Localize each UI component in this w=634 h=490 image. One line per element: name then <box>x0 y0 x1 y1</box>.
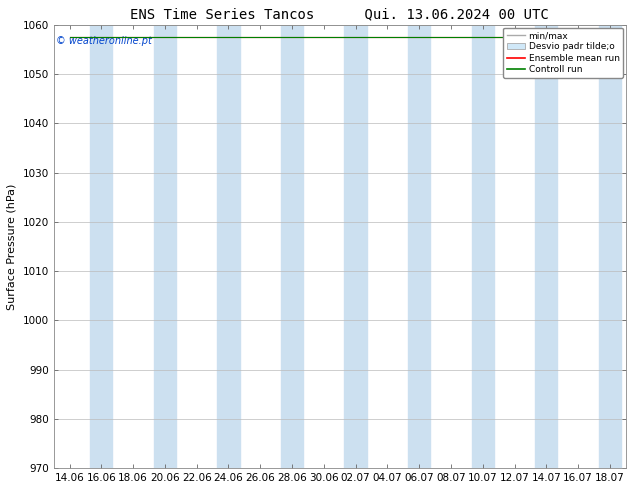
Bar <box>344 25 366 468</box>
Bar <box>154 25 176 468</box>
Bar <box>90 25 112 468</box>
Y-axis label: Surface Pressure (hPa): Surface Pressure (hPa) <box>7 183 17 310</box>
Bar <box>598 25 621 468</box>
Text: © weatheronline.pt: © weatheronline.pt <box>56 36 152 46</box>
Bar <box>408 25 430 468</box>
Bar <box>281 25 303 468</box>
Bar <box>472 25 494 468</box>
Bar <box>535 25 557 468</box>
Legend: min/max, Desvio padr tilde;o, Ensemble mean run, Controll run: min/max, Desvio padr tilde;o, Ensemble m… <box>503 27 623 77</box>
Title: ENS Time Series Tancos      Qui. 13.06.2024 00 UTC: ENS Time Series Tancos Qui. 13.06.2024 0… <box>131 7 549 21</box>
Bar <box>217 25 240 468</box>
